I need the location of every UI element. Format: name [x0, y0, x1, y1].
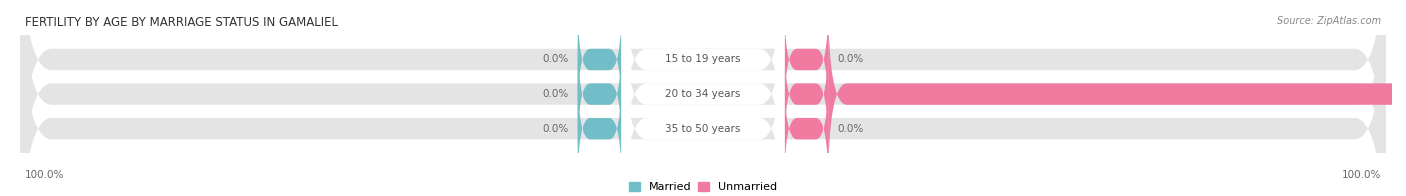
FancyBboxPatch shape	[621, 1, 785, 196]
Text: 0.0%: 0.0%	[543, 54, 568, 64]
FancyBboxPatch shape	[828, 1, 1406, 187]
Text: 35 to 50 years: 35 to 50 years	[665, 124, 741, 134]
Text: 0.0%: 0.0%	[543, 124, 568, 134]
FancyBboxPatch shape	[785, 36, 828, 152]
FancyBboxPatch shape	[20, 0, 1386, 196]
Text: 100.0%: 100.0%	[25, 170, 65, 180]
Text: Source: ZipAtlas.com: Source: ZipAtlas.com	[1277, 16, 1381, 26]
FancyBboxPatch shape	[578, 36, 621, 152]
FancyBboxPatch shape	[621, 0, 785, 196]
FancyBboxPatch shape	[621, 0, 785, 187]
Text: 20 to 34 years: 20 to 34 years	[665, 89, 741, 99]
Text: 0.0%: 0.0%	[838, 54, 863, 64]
FancyBboxPatch shape	[785, 70, 828, 187]
FancyBboxPatch shape	[578, 1, 621, 118]
Text: 0.0%: 0.0%	[543, 89, 568, 99]
FancyBboxPatch shape	[20, 0, 1386, 196]
FancyBboxPatch shape	[785, 1, 828, 118]
Text: 15 to 19 years: 15 to 19 years	[665, 54, 741, 64]
Legend: Married, Unmarried: Married, Unmarried	[628, 181, 778, 192]
FancyBboxPatch shape	[578, 70, 621, 187]
Text: FERTILITY BY AGE BY MARRIAGE STATUS IN GAMALIEL: FERTILITY BY AGE BY MARRIAGE STATUS IN G…	[25, 16, 339, 29]
Text: 0.0%: 0.0%	[838, 124, 863, 134]
FancyBboxPatch shape	[20, 0, 1386, 196]
Text: 100.0%: 100.0%	[1341, 170, 1381, 180]
